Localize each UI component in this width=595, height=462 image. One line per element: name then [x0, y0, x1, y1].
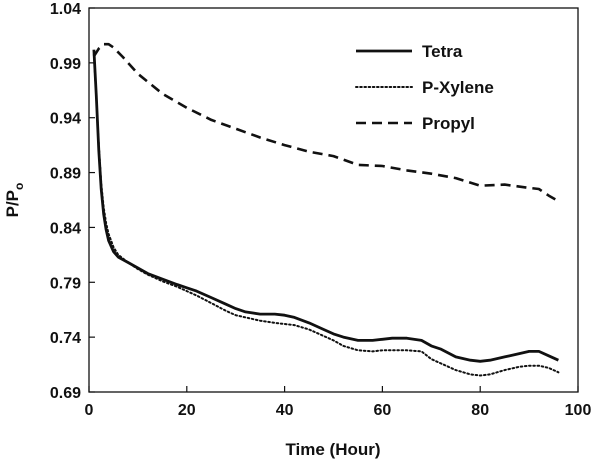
y-tick-label: 0.99: [50, 56, 81, 73]
legend-label: P-Xylene: [422, 78, 494, 97]
legend-label: Tetra: [422, 42, 463, 61]
x-tick-label: 100: [565, 402, 592, 419]
x-tick-label: 80: [471, 402, 489, 419]
y-tick-label: 0.94: [50, 111, 81, 128]
y-tick-label: 0.89: [50, 166, 81, 183]
series-layer: [92, 42, 560, 377]
plot-frame: [88, 7, 579, 393]
y-tick-label: 0.74: [50, 330, 81, 347]
series-line-p-xylene: [92, 53, 560, 377]
legend: Tetra P-Xylene Propyl: [355, 42, 494, 133]
x-tick-label: 60: [374, 402, 392, 419]
y-tick-label: 0.79: [50, 275, 81, 292]
series-line-propyl: [92, 42, 560, 203]
y-axis-title: P/Po: [3, 183, 26, 218]
x-tick-label: 20: [178, 402, 196, 419]
x-tick-label: 40: [276, 402, 294, 419]
y-axis-title-main: P/P: [3, 190, 22, 217]
x-ticks: 0 20 40 60 80 100: [85, 386, 592, 419]
x-tick-label: 0: [85, 402, 94, 419]
y-tick-label: 0.69: [50, 385, 81, 402]
y-axis-title-subscript: o: [12, 183, 26, 190]
x-axis-title: Time (Hour): [285, 440, 380, 459]
legend-label: Propyl: [422, 114, 475, 133]
y-ticks: 0.69 0.74 0.79 0.84 0.89 0.94 0.99 1.04: [50, 1, 95, 402]
y-tick-label: 0.84: [50, 220, 81, 237]
y-tick-label: 1.04: [50, 1, 81, 18]
series-line-tetra: [92, 49, 559, 363]
